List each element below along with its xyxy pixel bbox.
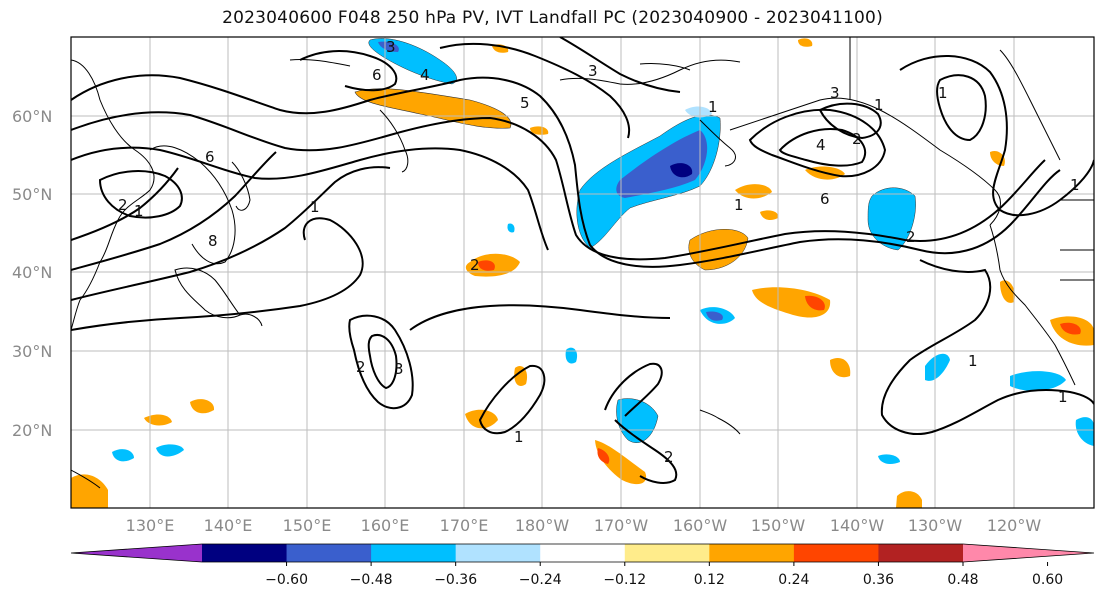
contour-label: 1 <box>708 98 718 116</box>
contour-label: 2 <box>118 196 128 214</box>
map-frame <box>70 36 1095 509</box>
colorbar-extend-min <box>71 544 202 562</box>
contour-label: 1 <box>310 198 320 216</box>
contour-label: 2 <box>470 256 480 274</box>
colorbar: −0.60 −0.48 −0.36 −0.24 −0.12 0.12 0.24 0.36 0.4… <box>70 543 1095 588</box>
contour-label: 2 <box>664 448 674 466</box>
contour-label: 3 <box>386 38 396 56</box>
colorbar-segment <box>286 544 372 562</box>
colorbar-segment <box>709 544 795 562</box>
coastlines <box>71 37 1094 489</box>
negative-anomaly-shading <box>112 38 1094 464</box>
colorbar-tick-label: −0.36 <box>434 572 477 588</box>
contour-label: 4 <box>816 136 826 154</box>
colorbar-tick-label: 0.24 <box>778 572 809 588</box>
lat-label: 50°N <box>12 185 52 204</box>
pv-contours <box>71 37 1094 484</box>
contour-label: 2 <box>852 130 862 148</box>
contour-label: 3 <box>394 360 404 378</box>
colorbar-tick-label: −0.12 <box>603 572 646 588</box>
contour-labels: 6 5 4 3 2 1 8 6 3 2 1 2 3 1 1 4 3 2 1 1 … <box>118 38 1080 466</box>
contour-label: 1 <box>514 428 524 446</box>
lon-label: 120°W <box>987 516 1042 535</box>
contour-label: 6 <box>205 148 215 166</box>
contour-label: 2 <box>906 228 916 246</box>
lat-label: 60°N <box>12 107 52 126</box>
contour-label: 2 <box>356 358 366 376</box>
contour-label: 6 <box>372 66 382 84</box>
contour-label: 1 <box>734 196 744 214</box>
lat-label: 20°N <box>12 421 52 440</box>
colorbar-tick-label: −0.24 <box>519 572 562 588</box>
colorbar-segment <box>793 544 879 562</box>
contour-label: 6 <box>820 190 830 208</box>
latitude-labels: 60°N 50°N 40°N 30°N 20°N <box>12 107 52 440</box>
colorbar-outline <box>70 543 1095 563</box>
lon-label: 140°W <box>830 516 885 535</box>
lon-label: 150°E <box>283 516 332 535</box>
contour-label: 5 <box>520 94 530 112</box>
lon-label: 170°E <box>440 516 489 535</box>
colorbar-segment <box>202 544 288 562</box>
lon-label: 180°W <box>515 516 570 535</box>
longitude-labels: 130°E 140°E 150°E 160°E 170°E 180°W 170°… <box>126 516 1042 535</box>
contour-label: 4 <box>420 66 430 84</box>
colorbar-extend-max <box>963 544 1094 562</box>
lon-label: 160°E <box>361 516 410 535</box>
lon-label: 160°W <box>673 516 728 535</box>
lon-label: 130°W <box>908 516 963 535</box>
contour-label: 1 <box>968 352 978 370</box>
lat-label: 30°N <box>12 342 52 361</box>
lon-label: 170°W <box>594 516 649 535</box>
lon-label: 150°W <box>751 516 806 535</box>
colorbar-segment <box>624 544 710 562</box>
colorbar-segment <box>540 544 626 562</box>
contour-label: 1 <box>874 96 884 114</box>
colorbar-tick-label: 0.36 <box>863 572 894 588</box>
lon-label: 140°E <box>204 516 253 535</box>
contour-label: 3 <box>830 84 840 102</box>
colorbar-tick-label: 0.48 <box>947 572 978 588</box>
colorbar-segment <box>455 544 541 562</box>
colorbar-segment <box>878 544 964 562</box>
contour-label: 1 <box>1058 388 1068 406</box>
contour-label: 1 <box>134 202 144 220</box>
graticule <box>71 37 1094 508</box>
contour-label: 1 <box>1070 176 1080 194</box>
colorbar-tick-label: −0.48 <box>350 572 393 588</box>
colorbar-segment <box>371 544 457 562</box>
contour-label: 8 <box>208 232 218 250</box>
lon-label: 130°E <box>126 516 175 535</box>
colorbar-tick-label: 0.60 <box>1032 572 1063 588</box>
lat-label: 40°N <box>12 263 52 282</box>
figure-title: 2023040600 F048 250 hPa PV, IVT Landfall… <box>222 8 883 28</box>
contour-label: 1 <box>938 84 948 102</box>
colorbar-tick-label: −0.60 <box>265 572 308 588</box>
colorbar-tick-label: 0.12 <box>694 572 725 588</box>
contour-label: 3 <box>588 62 598 80</box>
